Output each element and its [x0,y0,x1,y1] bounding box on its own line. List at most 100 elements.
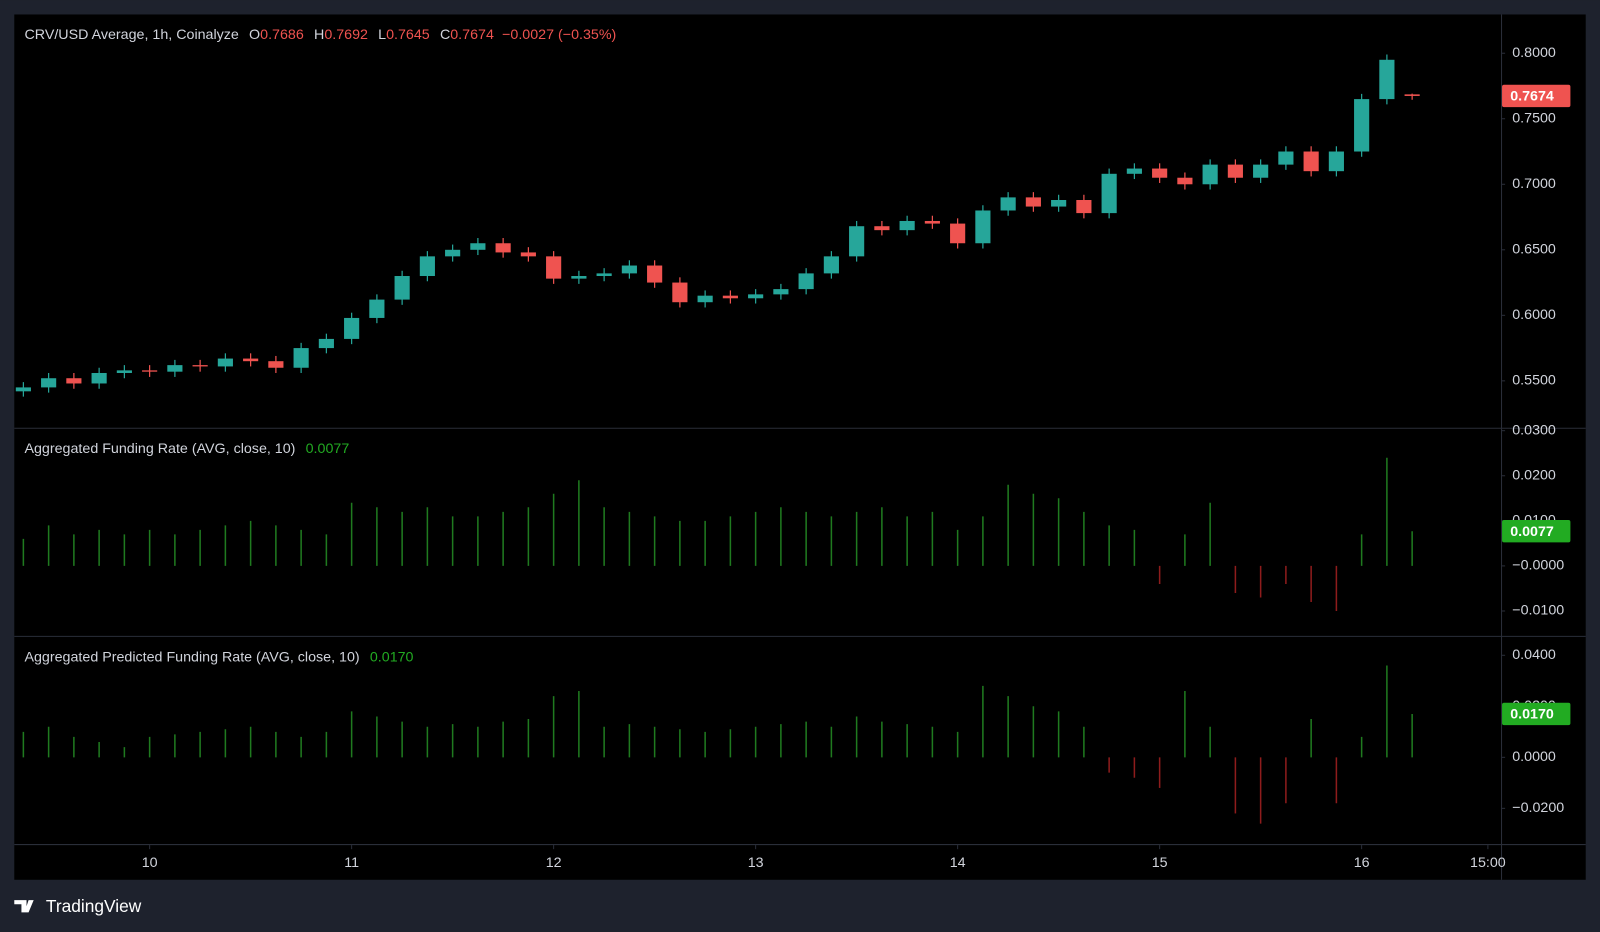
x-tick-label: 12 [546,855,562,871]
candle-body [217,358,233,367]
label-layer: 0.7674 0.0077 0.0170 [1502,84,1571,726]
x-tick-label: 14 [950,855,966,871]
candle-body [1354,99,1370,152]
candle-body [41,378,57,388]
candle-body [924,220,940,224]
candle-body [773,289,789,295]
brand-logo[interactable]: TradingView [14,896,142,916]
candle-body [419,256,435,277]
candle-body [470,243,486,250]
indicator-title: Aggregated Funding Rate (AVG, close, 10) [24,441,295,457]
candle-body [1101,173,1117,214]
plot-layer [15,54,1420,824]
candle-body [899,220,915,231]
candle-body [142,370,158,372]
ohlc-label: O [249,27,260,43]
ohlc-value: 0.7686 [260,27,304,43]
candle-body [849,226,865,257]
indicator-header: Aggregated Predicted Funding Rate (AVG, … [24,649,413,665]
candle-body [647,265,663,283]
candle-body [672,282,688,303]
y-tick-label: 0.0000 [1512,749,1556,765]
price-badge-label: 0.7674 [1510,89,1554,105]
y-tick-label: 0.0300 [1512,422,1556,438]
candle-body [243,358,259,362]
value-badge-label: 0.0170 [1510,707,1554,723]
candle-body [116,370,132,373]
candle-body [1051,200,1067,207]
candle-body [748,294,764,299]
chart-title: CRV/USD Average, 1h, Coinalyze [24,27,238,43]
candle-body [1253,164,1269,178]
value-badge [1502,519,1571,543]
candle-body [546,256,562,279]
indicator-title: Aggregated Predicted Funding Rate (AVG, … [24,649,359,665]
indicator-header: Aggregated Funding Rate (AVG, close, 10)… [24,441,349,457]
ohlc-label: C [440,27,450,43]
candle-body [975,210,991,244]
candle-body [1379,59,1395,100]
y-tick-label: −0.0100 [1512,603,1564,619]
candle-body [1303,151,1319,172]
y-tick-label: 0.7000 [1512,176,1556,192]
candle-body [1126,168,1142,174]
y-tick-label: 0.0400 [1512,647,1556,663]
y-tick-label: 0.6500 [1512,242,1556,258]
x-tick-label: 15 [1152,855,1168,871]
ohlc-label: H [314,27,324,43]
pane [22,457,1413,611]
logo-icon [14,900,34,913]
candle-body [1202,164,1218,185]
candle-body [1000,197,1016,211]
y-tick-label: 0.8000 [1512,45,1556,61]
candle-body [722,295,738,299]
candle-body [697,295,713,303]
candle-body [293,348,309,368]
candle-body [874,226,890,231]
x-tick-label: 11 [344,855,359,871]
candle-body [798,273,814,290]
y-tick-label: 0.7500 [1512,111,1556,127]
candle-body [167,365,183,372]
ohlc-value: 0.7692 [324,27,368,43]
candle-body [571,276,587,279]
indicator-value: 0.0077 [306,441,350,457]
y-tick-label: 0.6000 [1512,307,1556,323]
candle-body [1152,168,1168,178]
candle-body [1404,94,1420,96]
y-tick-label: −0.0200 [1512,800,1564,816]
candle-body [495,243,511,253]
candle-body [950,223,966,244]
y-tick-label: 0.5500 [1512,373,1556,389]
candle-body [192,365,208,367]
candle-body [66,378,82,384]
y-tick-label: 0.0200 [1512,468,1556,484]
candle-body [596,273,612,277]
candle-body [1025,197,1041,207]
x-tick-label: 13 [748,855,764,871]
candle-body [445,249,461,257]
x-tick-label: 10 [142,855,158,871]
y-tick-label: −0.0000 [1512,558,1564,574]
brand-name: TradingView [46,896,142,916]
pane [22,665,1413,824]
candle-body [268,361,284,368]
candle-body [1076,200,1092,214]
ohlc-value: 0.7674 [450,27,494,43]
ohlc-label: L [378,27,386,43]
candle-body [1227,164,1243,178]
candle-body [1278,151,1294,165]
candle-body [621,265,637,274]
x-tick-label: 16 [1354,855,1370,871]
change-label: −0.0027 (−0.35%) [502,27,616,43]
candle-body [344,317,360,339]
indicator-value: 0.0170 [370,649,414,665]
price-badge [1502,84,1571,108]
value-badge-label: 0.0077 [1510,524,1554,540]
candle-body [318,338,334,349]
header: CRV/USD Average, 1h, Coinalyze O0.7686 H0.… [24,27,616,43]
x-tick-label: 15:00 [1470,855,1506,871]
candle-body [1177,177,1193,185]
